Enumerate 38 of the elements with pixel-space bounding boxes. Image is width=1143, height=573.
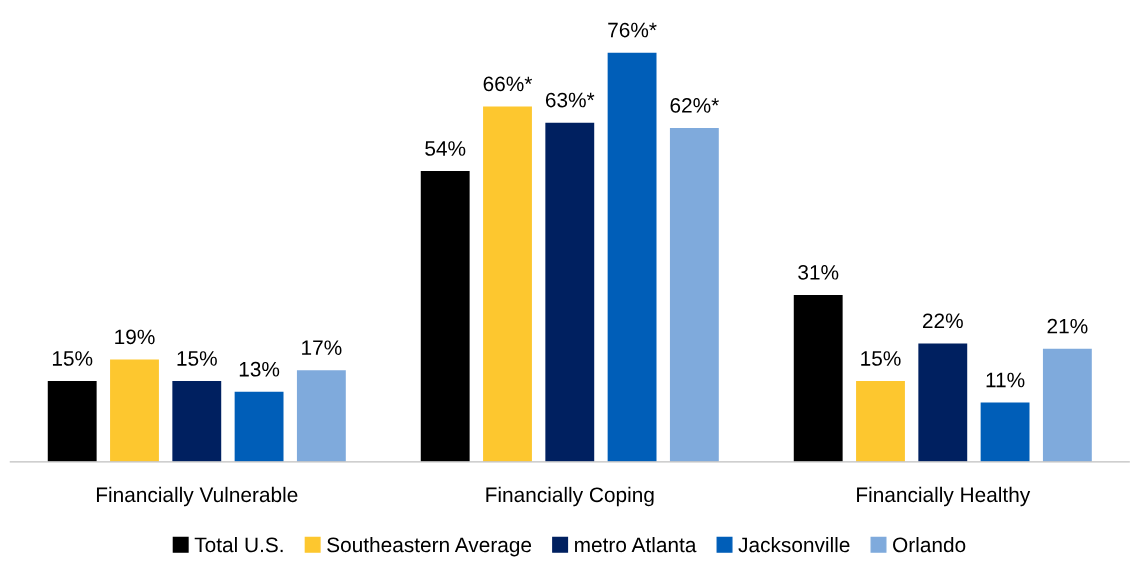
bar <box>918 343 968 462</box>
data-label: 31% <box>798 264 839 280</box>
bar <box>856 381 905 462</box>
bar <box>483 106 532 462</box>
x-tick-label: Financially Vulnerable <box>96 486 298 507</box>
data-label: 63%* <box>545 92 595 108</box>
x-tick-label: Financially Healthy <box>857 486 1031 507</box>
data-label: 15% <box>177 351 217 366</box>
data-label: 11% <box>986 372 1025 388</box>
data-label: 62%* <box>670 98 719 113</box>
bar <box>793 294 843 462</box>
data-label: 54% <box>425 141 466 156</box>
bar <box>1042 348 1092 462</box>
bar <box>607 52 657 462</box>
data-label: 17% <box>302 340 342 355</box>
data-label: 15% <box>52 351 93 366</box>
data-label: 15% <box>861 351 901 366</box>
bar <box>545 122 595 462</box>
legend-label: Orlando <box>893 536 966 553</box>
data-label: 21% <box>1047 318 1088 334</box>
x-tick-label: Financially Coping <box>486 486 654 507</box>
legend-label: Total U.S. <box>194 536 283 553</box>
data-label: 66%* <box>483 76 533 92</box>
legend-label: metro Atlanta <box>575 536 697 553</box>
data-label: 19% <box>115 329 155 345</box>
bar <box>172 381 222 462</box>
bar <box>420 171 470 462</box>
bar <box>296 370 346 462</box>
bar <box>980 402 1030 462</box>
data-label: 76%* <box>608 22 657 38</box>
legend-label: Southeastern Average <box>327 536 532 557</box>
bar <box>110 359 159 462</box>
data-label: 22% <box>922 313 963 329</box>
bar <box>47 381 97 462</box>
bar <box>669 128 719 462</box>
bar <box>234 391 284 462</box>
legend-label: Jacksonville <box>738 536 850 553</box>
data-label: 13% <box>239 361 280 377</box>
